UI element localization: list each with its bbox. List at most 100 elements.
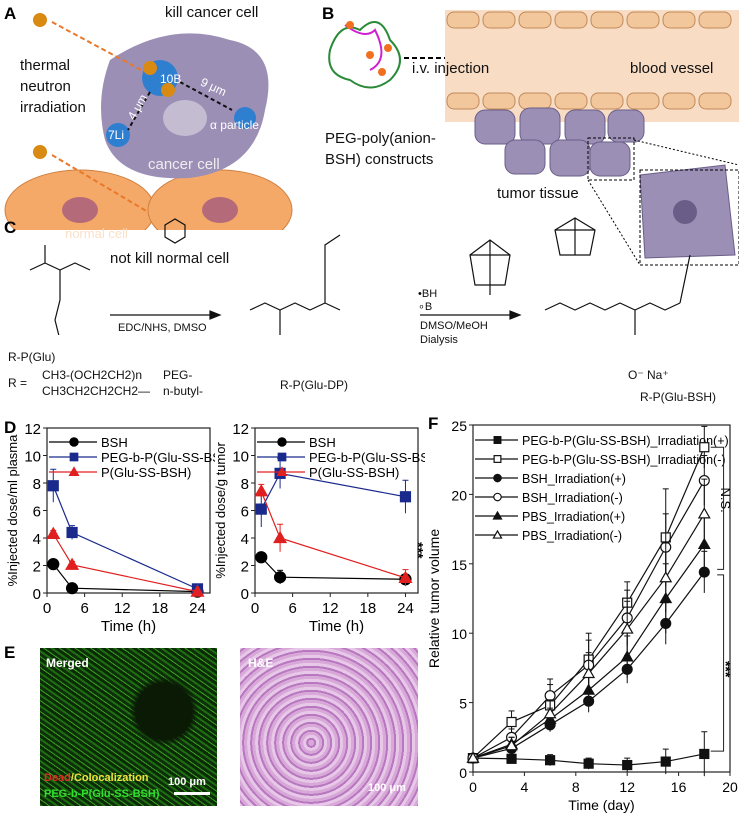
data-point xyxy=(544,755,556,766)
legend-label: PEG-b-P(Glu-SS-BSH) xyxy=(101,450,215,465)
neutron-line: neutron xyxy=(20,78,71,95)
data-point xyxy=(544,690,556,702)
data-point xyxy=(399,491,412,503)
y-tick-label: 6 xyxy=(241,504,249,521)
data-point xyxy=(543,707,557,719)
cancer-cell-label: cancer cell xyxy=(148,156,220,173)
data-point xyxy=(65,557,80,570)
scale-bar xyxy=(174,792,210,795)
data-point xyxy=(493,492,502,502)
data-point xyxy=(255,503,267,515)
x-tick-label: 24 xyxy=(189,600,206,617)
construct-line: BSH) constructs xyxy=(325,151,434,168)
r1-name: PEG- xyxy=(163,368,193,382)
legend-label: BSH_Irradiation(+) xyxy=(522,472,626,486)
legend-label: P(Glu-SS-BSH) xyxy=(309,465,399,480)
blood-vessel-label: blood vessel xyxy=(630,60,714,77)
legend-label: PBS_Irradiation(+) xyxy=(522,510,625,524)
y-tick-label: 6 xyxy=(33,504,41,521)
x-tick-label: 18 xyxy=(152,600,169,617)
x-tick-label: 8 xyxy=(572,779,580,795)
he-stain-image: H&E 100 μm xyxy=(240,648,418,806)
significance-label: *** xyxy=(411,542,425,559)
y-axis-label: Relative tumor volume xyxy=(426,529,442,668)
legend-label: P(Glu-SS-BSH) xyxy=(101,465,191,480)
x-tick-label: 12 xyxy=(114,600,131,617)
y-tick-label: 2 xyxy=(241,559,249,576)
data-point xyxy=(65,582,79,595)
not-kill-label: not kill normal cell xyxy=(110,250,230,267)
significance-bracket xyxy=(710,574,725,752)
data-point xyxy=(69,437,79,447)
neutron-line: thermal xyxy=(20,57,71,74)
x-axis-label: Time (h) xyxy=(309,618,364,635)
data-point xyxy=(699,442,710,453)
data-point xyxy=(68,466,80,476)
panel-label-f: F xyxy=(428,414,439,433)
y-axis-label: %Injected dose/g tumor xyxy=(213,442,228,579)
y-tick-label: 10 xyxy=(232,449,249,466)
data-point xyxy=(255,551,268,564)
chart-tumor-volume: 0 4 8 12 16 20 0 5 10 15 20 25 Time (day) Relative tu… xyxy=(426,418,738,813)
data-point xyxy=(620,622,634,634)
data-point xyxy=(398,570,413,583)
data-point xyxy=(505,739,518,751)
legend-label: BSH xyxy=(101,435,128,450)
y-axis-label: %Injected dose/ml plasma xyxy=(5,434,20,587)
y-tick-label: 8 xyxy=(33,476,41,493)
reactant-label: R-P(Glu) xyxy=(8,350,56,364)
x-axis-label: Time (h) xyxy=(101,618,156,635)
legend-label: PEG-b-P(Glu-SS-BSH)_Irradiation(+) xyxy=(522,434,729,448)
dead-label: Dead xyxy=(44,772,71,784)
x-tick-label: 6 xyxy=(80,600,88,617)
y-tick-label: 4 xyxy=(33,531,41,548)
ns-label: N.S. xyxy=(718,487,733,512)
data-point xyxy=(493,455,502,463)
fluorescence-image: Merged Dead/Colocalization PEG-b-P(Glu-S… xyxy=(40,648,217,806)
x-tick-label: 4 xyxy=(521,779,529,795)
data-point xyxy=(66,526,78,539)
construct-line: PEG-poly(anion- xyxy=(325,130,436,147)
panel-label-c: C xyxy=(4,218,17,237)
y-tick-label: 10 xyxy=(451,626,467,642)
y-tick-label: 5 xyxy=(459,696,467,712)
plot-frame xyxy=(472,424,731,773)
neutron-icon xyxy=(33,145,47,159)
data-point xyxy=(492,510,503,520)
significance-label: *** xyxy=(718,661,734,678)
data-point xyxy=(506,753,517,764)
data-point xyxy=(47,558,60,571)
sodium-salt-label: O⁻ Na⁺ xyxy=(628,368,669,382)
data-point xyxy=(47,480,59,492)
y-tick-label: 20 xyxy=(451,487,467,503)
y-tick-label: 0 xyxy=(33,586,41,603)
step2-solvent: DMSO/MeOH xyxy=(420,320,488,332)
step1-conditions: EDC/NHS, DMSO xyxy=(118,322,207,334)
y-tick-label: 0 xyxy=(459,765,467,781)
data-point xyxy=(493,436,502,444)
legend-label: BSH_Irradiation(-) xyxy=(522,491,623,505)
r2-name: n-butyl- xyxy=(163,384,204,398)
x-tick-label: 0 xyxy=(43,600,51,617)
data-point xyxy=(254,484,269,497)
scale-bar-label: 100 μm xyxy=(168,776,206,788)
scale-bar-label: 100 μm xyxy=(368,782,406,794)
x-tick-label: 24 xyxy=(397,600,414,617)
y-tick-label: 25 xyxy=(451,418,467,434)
x-tick-label: 16 xyxy=(671,779,687,795)
y-tick-label: 8 xyxy=(241,476,249,493)
x-axis-label: Time (day) xyxy=(568,797,634,813)
y-tick-label: 12 xyxy=(24,421,41,438)
construct-label: PEG-poly(anion- BSH) constructs xyxy=(325,128,436,170)
injection-label: i.v. injection xyxy=(412,60,490,77)
intermediate-label: R-P(Glu-DP) xyxy=(280,378,348,392)
neutron-label: thermal neutron irradiation xyxy=(20,55,86,118)
x-tick-label: 20 xyxy=(722,779,738,795)
data-point xyxy=(277,452,287,462)
lithium-label: 7Li xyxy=(108,128,125,142)
x-tick-label: 0 xyxy=(251,600,259,617)
x-tick-label: 18 xyxy=(360,600,377,617)
data-point xyxy=(466,751,480,763)
